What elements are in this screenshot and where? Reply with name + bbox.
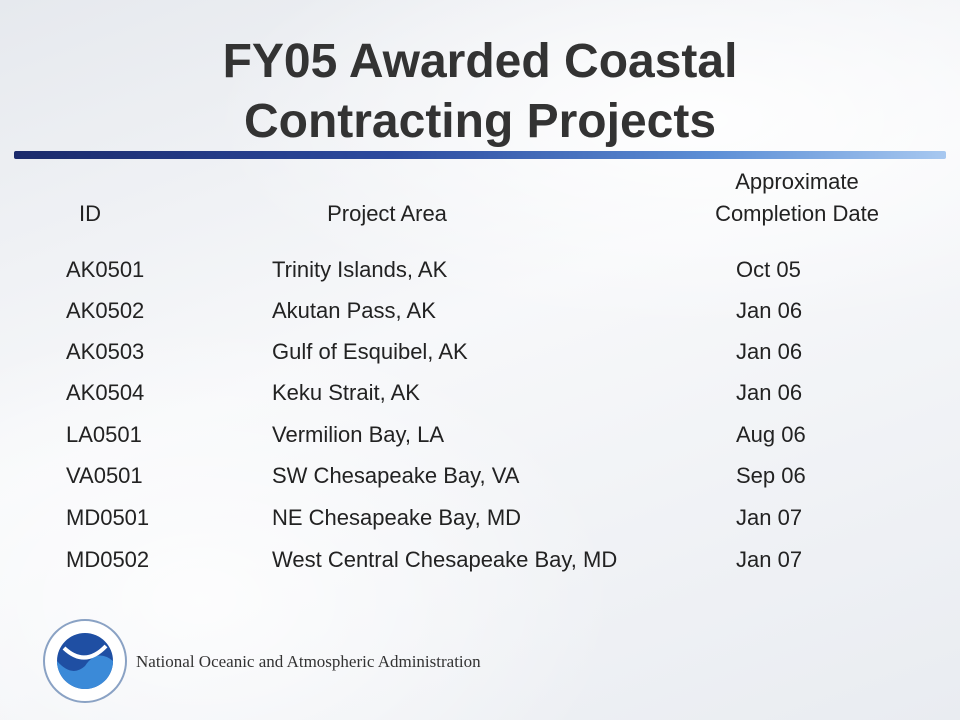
table-cell: MD0502 xyxy=(66,547,150,572)
table-cell: Jan 06 xyxy=(736,298,803,323)
table-cell: Jan 06 xyxy=(736,380,803,405)
table-cell: Akutan Pass, AK xyxy=(272,298,436,323)
table-cell: LA0501 xyxy=(66,422,142,447)
table-cell: Oct 05 xyxy=(736,257,801,282)
table-cell: Aug 06 xyxy=(736,422,806,447)
table-cell: Keku Strait, AK xyxy=(272,380,420,405)
table-cell: Jan 07 xyxy=(736,505,803,530)
title-line: FY05 Awarded Coastal xyxy=(222,35,738,88)
column-header: ID xyxy=(79,201,101,226)
logo xyxy=(43,619,127,703)
table-cell: Trinity Islands, AK xyxy=(272,257,448,282)
table-cell: Sep 06 xyxy=(736,463,806,488)
table-cell: AK0502 xyxy=(66,298,145,323)
column-header: Project Area xyxy=(327,201,447,226)
column-header: Completion Date xyxy=(715,201,879,226)
table-cell: AK0503 xyxy=(66,339,145,364)
table-cell: Gulf of Esquibel, AK xyxy=(272,339,468,364)
table-cell: VA0501 xyxy=(66,463,143,488)
table-cell: Vermilion Bay, LA xyxy=(272,422,445,447)
table-cell: Jan 07 xyxy=(736,547,803,572)
table-cell: MD0501 xyxy=(66,505,150,530)
table-cell: SW Chesapeake Bay, VA xyxy=(272,463,520,488)
title-line: Contracting Projects xyxy=(243,95,717,148)
table-cell: AK0504 xyxy=(66,380,145,405)
column-header: Approximate xyxy=(735,169,859,194)
table-cell: NE Chesapeake Bay, MD xyxy=(272,505,522,530)
agency-name: National Oceanic and Atmospheric Adminis… xyxy=(136,652,481,671)
table-cell: West Central Chesapeake Bay, MD xyxy=(272,547,618,572)
title-rule xyxy=(14,151,946,159)
table-cell: AK0501 xyxy=(66,257,145,282)
table-cell: Jan 06 xyxy=(736,339,803,364)
